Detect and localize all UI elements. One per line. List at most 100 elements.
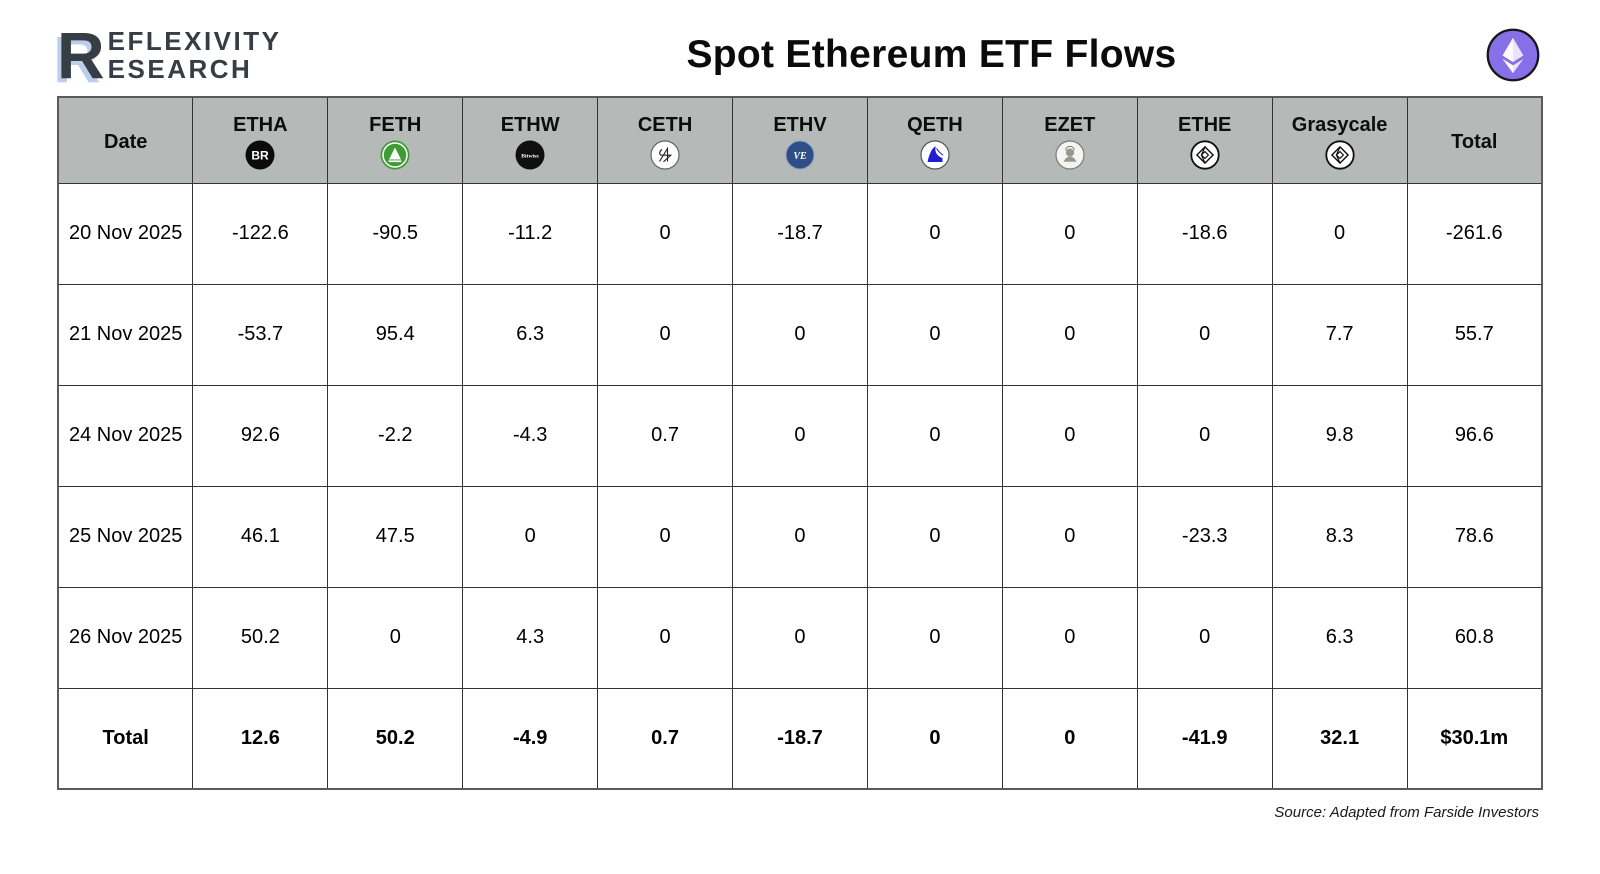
logo-line-2: ESEARCH <box>107 54 253 84</box>
table-row: 25 Nov 2025 46.1 47.5 0 0 0 0 0 -23.3 8.3 78.6 <box>57 485 1543 588</box>
column-label: CETH <box>637 114 693 137</box>
value-cell: 0 <box>1001 586 1138 689</box>
value-cell: 95.4 <box>327 283 464 386</box>
twentyoneshares-icon <box>650 140 680 170</box>
total-value-cell: 50.2 <box>327 687 464 790</box>
column-header-ethv: ETHV VE <box>732 96 868 184</box>
column-header-feth: FETH <box>327 96 464 184</box>
value-cell: -90.5 <box>327 182 464 285</box>
column-header-qeth: QETH <box>866 96 1003 184</box>
value-cell: 55.7 <box>1406 283 1543 386</box>
value-cell: 96.6 <box>1406 384 1543 487</box>
value-cell: 0 <box>1271 182 1408 285</box>
date-cell: 20 Nov 2025 <box>57 182 194 285</box>
total-value-cell: -4.9 <box>462 687 599 790</box>
logo-line-1: EFLEXIVITY <box>107 25 282 56</box>
value-cell: 47.5 <box>327 485 464 588</box>
value-cell: 6.3 <box>462 283 599 386</box>
total-value-cell: 12.6 <box>192 687 329 790</box>
grayscale-icon <box>1325 140 1355 170</box>
total-row: Total 12.6 50.2 -4.9 0.7 -18.7 0 0 -41.9 32.1 $30.… <box>57 687 1543 790</box>
value-cell: 0 <box>597 283 734 386</box>
value-cell: 8.3 <box>1271 485 1408 588</box>
invesco-icon <box>920 140 950 170</box>
value-cell: 92.6 <box>192 384 329 487</box>
logo-letter-r: R <box>57 17 105 92</box>
value-cell: 4.3 <box>462 586 599 689</box>
column-label: ETHE <box>1178 114 1232 137</box>
total-value-cell: 32.1 <box>1271 687 1408 790</box>
fidelity-icon <box>380 140 410 170</box>
table-header-row: Date ETHA BR FETH ETHW Bitwise CETH ETHV VE QETH E… <box>57 96 1543 184</box>
column-header-ethe: ETHE <box>1136 96 1273 184</box>
value-cell: 46.1 <box>192 485 329 588</box>
column-label: Total <box>1451 130 1498 153</box>
total-value-cell: -41.9 <box>1136 687 1273 790</box>
column-header-date: Date <box>57 96 194 184</box>
value-cell: 50.2 <box>192 586 329 689</box>
value-cell: -2.2 <box>327 384 464 487</box>
date-cell: 25 Nov 2025 <box>57 485 194 588</box>
total-value-cell: 0.7 <box>597 687 734 790</box>
total-value-cell: -18.7 <box>732 687 868 790</box>
source-note: Source: Adapted from Farside Investors <box>1274 804 1539 821</box>
value-cell: -18.7 <box>732 182 868 285</box>
ethereum-icon <box>1486 28 1540 82</box>
value-cell: 60.8 <box>1406 586 1543 689</box>
total-value-cell: $30.1m <box>1406 687 1543 790</box>
column-label: Date <box>104 130 148 153</box>
value-cell: -4.3 <box>462 384 599 487</box>
value-cell: 0 <box>1001 384 1138 487</box>
value-cell: 9.8 <box>1271 384 1408 487</box>
column-header-total: Total <box>1406 96 1543 184</box>
column-label: QETH <box>907 114 963 137</box>
franklin-icon <box>1055 140 1085 170</box>
value-cell: -18.6 <box>1136 182 1273 285</box>
value-cell: 0 <box>866 384 1003 487</box>
svg-text:VE: VE <box>793 151 807 162</box>
page-title: Spot Ethereum ETF Flows <box>686 33 1177 76</box>
top-bar: R EFLEXIVITY ESEARCH Spot Ethereum ETF F… <box>0 0 1600 96</box>
etf-flows-table: Date ETHA BR FETH ETHW Bitwise CETH ETHV VE QETH E… <box>57 96 1543 790</box>
svg-text:BR: BR <box>252 149 270 163</box>
value-cell: 0.7 <box>597 384 734 487</box>
value-cell: 78.6 <box>1406 485 1543 588</box>
column-label: ETHW <box>500 114 560 137</box>
value-cell: 0 <box>732 485 868 588</box>
value-cell: 6.3 <box>1271 586 1408 689</box>
value-cell: 7.7 <box>1271 283 1408 386</box>
value-cell: 0 <box>1136 283 1273 386</box>
column-header-ezet: EZET <box>1001 96 1138 184</box>
value-cell: 0 <box>866 586 1003 689</box>
table-row: 21 Nov 2025 -53.7 95.4 6.3 0 0 0 0 0 7.7 55.7 <box>57 283 1543 386</box>
date-cell: 21 Nov 2025 <box>57 283 194 386</box>
value-cell: 0 <box>866 485 1003 588</box>
value-cell: 0 <box>462 485 599 588</box>
value-cell: 0 <box>732 384 868 487</box>
grayscale-icon <box>1190 140 1220 170</box>
value-cell: 0 <box>1001 283 1138 386</box>
value-cell: 0 <box>1136 384 1273 487</box>
value-cell: -261.6 <box>1406 182 1543 285</box>
total-value-cell: 0 <box>1001 687 1138 790</box>
value-cell: 0 <box>1136 586 1273 689</box>
date-cell: 24 Nov 2025 <box>57 384 194 487</box>
column-header-ceth: CETH <box>597 96 734 184</box>
value-cell: 0 <box>1001 485 1138 588</box>
value-cell: 0 <box>597 586 734 689</box>
reflexivity-research-logo: R EFLEXIVITY ESEARCH <box>57 17 377 92</box>
column-label: Grasycale <box>1291 114 1388 137</box>
table-row: 20 Nov 2025 -122.6 -90.5 -11.2 0 -18.7 0 0 -18.6… <box>57 182 1543 285</box>
value-cell: 0 <box>732 586 868 689</box>
date-cell: 26 Nov 2025 <box>57 586 194 689</box>
column-label: ETHV <box>773 114 827 137</box>
column-label: EZET <box>1044 114 1096 137</box>
value-cell: 0 <box>866 182 1003 285</box>
value-cell: -11.2 <box>462 182 599 285</box>
column-header-grasycale: Grasycale <box>1271 96 1408 184</box>
value-cell: 0 <box>866 283 1003 386</box>
value-cell: -23.3 <box>1136 485 1273 588</box>
column-header-ethw: ETHW Bitwise <box>462 96 599 184</box>
column-header-etha: ETHA BR <box>192 96 329 184</box>
value-cell: 0 <box>597 485 734 588</box>
